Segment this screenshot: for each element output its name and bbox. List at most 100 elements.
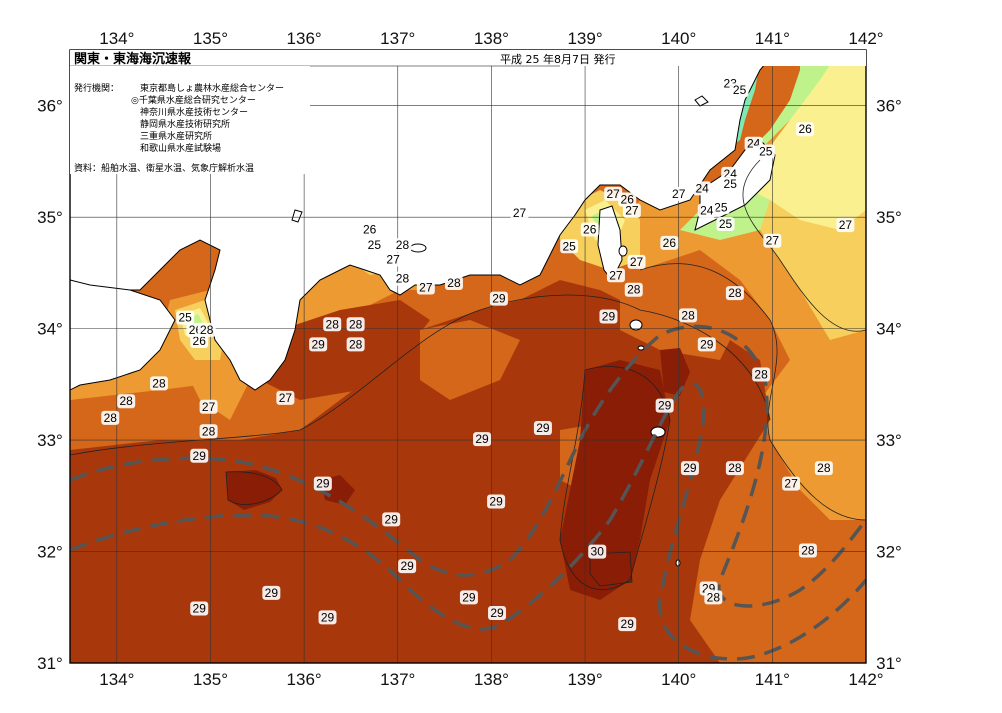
isotherm-label: 26 [663, 236, 677, 250]
isotherm-label-bg [382, 512, 401, 527]
isotherm-label-bg [199, 424, 218, 439]
isotherm-label-bg [459, 590, 478, 605]
isotherm-label: 28 [728, 286, 742, 300]
isotherm-label-bg [176, 310, 195, 325]
isotherm-label: 27 [386, 253, 400, 267]
latitude-tick-label: 36° [876, 97, 902, 116]
isotherm-label: 29 [621, 617, 635, 631]
isotherm-label: 28 [326, 317, 340, 331]
isotherm-label: 27 [609, 268, 623, 282]
longitude-tick-label: 134° [99, 670, 134, 689]
isotherm-label: 27 [606, 187, 620, 201]
longitude-tick-label: 142° [848, 29, 883, 48]
isotherm-label-bg [796, 122, 815, 137]
isotherm-label: 26 [363, 223, 377, 237]
isotherm-label: 28 [202, 424, 216, 438]
isotherm-label-bg [346, 317, 365, 332]
isotherm-label: 28 [754, 367, 768, 381]
latitude-tick-label: 31° [876, 654, 902, 673]
isotherm-label-bg [716, 216, 735, 231]
isotherm-label: 28 [681, 308, 695, 322]
isotherm-label: 25 [368, 238, 382, 252]
isotherm-label: 29 [489, 495, 503, 509]
isotherm-label: 29 [475, 432, 489, 446]
isotherm-label-bg [560, 239, 579, 254]
issuer-label: 発行機関： [74, 82, 119, 94]
latitude-tick-label: 34° [37, 320, 63, 339]
issuer-4: 静岡県水産技術研究所 [140, 118, 230, 130]
isotherm-label: 28 [104, 411, 118, 425]
isotherm-label-bg [604, 186, 623, 201]
longitude-ticks-bottom: 134° 135° 136° 137° 138° 139° 140° 141° 142° [99, 670, 883, 689]
isotherms [70, 159, 866, 590]
isotherm-label-bg [697, 203, 716, 218]
isotherm-label-bg [814, 461, 833, 476]
isotherm-label-bg [725, 286, 744, 301]
isotherm-label: 27 [513, 206, 527, 220]
latitude-ticks-left: 36° 35° 34° 33° 32° 31° [37, 97, 63, 673]
isotherm-label-bg [622, 203, 641, 218]
isotherm-label-bg [393, 238, 412, 253]
longitude-tick-label: 142° [848, 670, 883, 689]
isotherm-label-bg [624, 282, 643, 297]
isotherm-label-bg [384, 252, 403, 267]
isotherm-label: 29 [265, 586, 279, 600]
kuroshio-axis [70, 324, 866, 661]
isotherm-label: 28 [200, 323, 214, 337]
isotherm-label-bg [393, 271, 412, 286]
latitude-tick-label: 34° [876, 320, 902, 339]
isotherm-label-bg [190, 448, 209, 463]
longitude-tick-label: 141° [755, 670, 790, 689]
issuer-1: 東京都島しょ農林水産総合センター [140, 82, 284, 94]
isotherm-label: 29 [385, 512, 399, 526]
isotherm-label: 24 [700, 204, 714, 218]
isotherm-label: 28 [120, 394, 134, 408]
map-title: 関東・東海海沉速報 [74, 51, 192, 67]
isotherm-label-bg [313, 476, 332, 491]
isotherm-label-bg [149, 376, 168, 391]
isotherm-label-bg [618, 617, 637, 632]
isotherm-label: 29 [490, 606, 504, 620]
isotherm-label: 27 [630, 255, 644, 269]
issue-date: 平成 25 年8月7日 発行 [500, 52, 615, 66]
longitude-tick-label: 137° [380, 29, 415, 48]
isotherm-label: 25 [733, 83, 747, 97]
issuer-2: ◎千葉県水産総合研究センター [131, 94, 256, 106]
isotherm-label-bg [618, 192, 637, 207]
isotherm-label-bg [606, 268, 625, 283]
isotherm-label-bg [730, 83, 749, 98]
isotherm-label: 24 [695, 181, 709, 195]
latitude-tick-label: 35° [876, 208, 902, 227]
longitude-tick-label: 136° [287, 29, 322, 48]
longitude-tick-label: 140° [661, 29, 696, 48]
isotherm-label-bg [318, 610, 337, 625]
isotherm-label: 29 [311, 337, 325, 351]
isotherm-label: 26 [621, 192, 635, 206]
isotherm-label-bg [276, 390, 295, 405]
isotherm-label: 25 [759, 145, 773, 159]
isotherm-label: 29 [700, 337, 714, 351]
isotherm-label: 28 [152, 376, 166, 390]
isotherm-label-bg [365, 238, 384, 253]
isotherm-label: 29 [321, 610, 335, 624]
isotherm-label: 25 [724, 177, 738, 191]
latitude-tick-label: 35° [37, 208, 63, 227]
isotherm-label-bg [489, 291, 508, 306]
isotherm-label: 25 [714, 200, 728, 214]
latitude-tick-label: 33° [37, 431, 63, 450]
longitude-tick-label: 135° [193, 670, 228, 689]
longitude-tick-label: 135° [193, 29, 228, 48]
isotherm-label-bg [190, 601, 209, 616]
isotherm-label: 26 [583, 223, 597, 237]
isotherm-label-bg [588, 544, 607, 559]
longitude-tick-label: 140° [661, 670, 696, 689]
longitude-tick-label: 138° [474, 670, 509, 689]
isotherm-label: 26 [798, 122, 812, 136]
isotherm-label: 27 [279, 391, 293, 405]
latitude-tick-label: 32° [876, 543, 902, 562]
isotherm-label-bg [488, 605, 507, 620]
isotherm-label: 29 [193, 602, 207, 616]
isotherm-label-bg [487, 494, 506, 509]
isotherm-label: 25 [179, 311, 193, 325]
